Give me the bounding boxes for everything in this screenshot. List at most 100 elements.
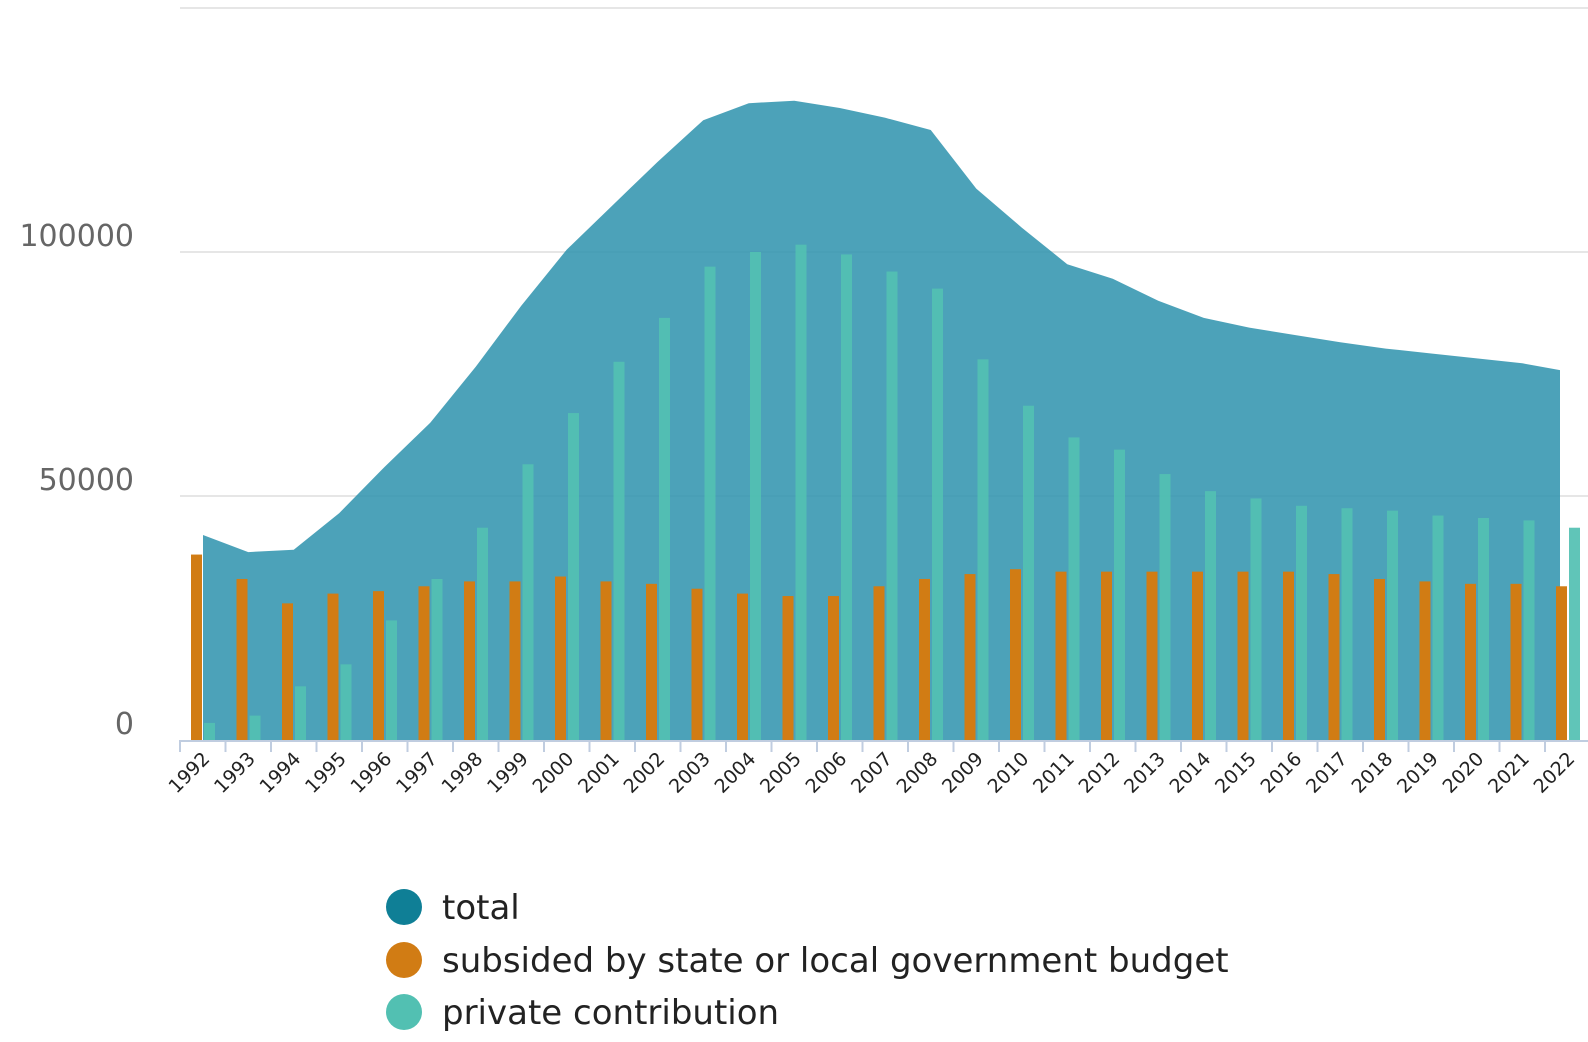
bar-private-2007[interactable] (886, 271, 898, 740)
legend-item-total[interactable]: total (386, 888, 520, 928)
x-tick-label: 1998 (438, 748, 488, 798)
bar-subsided-2014[interactable] (1192, 571, 1203, 740)
bar-subsided-2019[interactable] (1419, 581, 1431, 740)
x-tick-label: 2020 (1439, 748, 1489, 798)
bar-subsided-1994[interactable] (282, 603, 293, 740)
bar-private-2011[interactable] (1068, 437, 1080, 740)
x-tick-label: 1995 (301, 748, 351, 798)
bar-private-2004[interactable] (750, 252, 761, 740)
bar-subsided-2022[interactable] (1556, 586, 1567, 740)
x-tick-label: 2007 (847, 748, 897, 798)
bar-subsided-1995[interactable] (327, 593, 339, 740)
bar-subsided-2000[interactable] (555, 576, 566, 740)
bar-subsided-1996[interactable] (373, 591, 384, 740)
bar-private-2006[interactable] (841, 254, 852, 740)
bar-private-2020[interactable] (1478, 517, 1489, 740)
bar-private-2000[interactable] (568, 413, 579, 740)
x-tick-label: 2013 (1120, 748, 1170, 798)
bar-private-2022[interactable] (1569, 527, 1580, 740)
bar-subsided-2015[interactable] (1237, 571, 1249, 740)
x-tick-label: 2006 (802, 748, 852, 798)
bar-private-2008[interactable] (932, 288, 943, 740)
x-tick-label: 2019 (1393, 748, 1443, 798)
bar-subsided-2012[interactable] (1101, 571, 1112, 740)
bar-subsided-2017[interactable] (1328, 574, 1340, 740)
x-tick-label: 1992 (165, 748, 215, 798)
bar-subsided-2020[interactable] (1465, 583, 1476, 740)
x-tick-label: 2003 (665, 748, 715, 798)
bar-private-2001[interactable] (613, 361, 625, 740)
bar-private-1994[interactable] (295, 686, 306, 740)
bar-subsided-2010[interactable] (1010, 569, 1021, 740)
x-tick-label: 2017 (1302, 748, 1352, 798)
bar-private-1995[interactable] (340, 664, 352, 740)
y-axis-labels: 0 50000 100000 (19, 219, 134, 742)
bar-subsided-1993[interactable] (236, 578, 248, 740)
x-tick-label: 1999 (483, 748, 533, 798)
bar-subsided-2008[interactable] (919, 578, 930, 740)
x-tick-label: 2012 (1075, 748, 1125, 798)
x-tick-label: 2005 (756, 748, 806, 798)
x-tick-label: 2016 (1257, 748, 1307, 798)
bar-subsided-2007[interactable] (873, 586, 885, 740)
bar-private-2009[interactable] (977, 359, 989, 740)
x-tick-label: 1994 (256, 748, 306, 798)
bar-subsided-2005[interactable] (782, 596, 794, 740)
bar-private-2021[interactable] (1523, 520, 1535, 740)
x-tick-label: 2022 (1530, 748, 1580, 798)
bar-subsided-2006[interactable] (828, 596, 839, 740)
y-tick-label: 50000 (39, 463, 134, 498)
bar-subsided-2021[interactable] (1510, 583, 1522, 740)
legend: total subsided by state or local governm… (386, 888, 1229, 1033)
bar-private-2016[interactable] (1296, 505, 1307, 740)
x-axis-labels: 1992199319941995199619971998199920002001… (165, 748, 1580, 798)
bar-subsided-2002[interactable] (646, 583, 657, 740)
bar-private-1998[interactable] (477, 527, 488, 740)
total-area-shape (203, 100, 1560, 740)
bar-private-2005[interactable] (795, 244, 807, 740)
bar-private-2012[interactable] (1114, 449, 1125, 740)
bar-subsided-2016[interactable] (1283, 571, 1294, 740)
bar-private-2002[interactable] (659, 317, 670, 740)
bar-subsided-2009[interactable] (964, 574, 976, 740)
bar-private-1999[interactable] (522, 464, 534, 740)
legend-item-subsided[interactable]: subsided by state or local government bu… (386, 941, 1229, 981)
x-tick-label: 2021 (1484, 748, 1534, 798)
bar-private-2015[interactable] (1250, 498, 1262, 740)
bar-subsided-2001[interactable] (600, 581, 612, 740)
bar-private-2010[interactable] (1023, 405, 1034, 740)
bar-private-1997[interactable] (431, 578, 443, 740)
total-area (203, 100, 1560, 740)
x-tick-label: 1997 (392, 748, 442, 798)
bar-private-1993[interactable] (249, 715, 261, 740)
x-tick-label: 2002 (620, 748, 670, 798)
x-tick-label: 2011 (1029, 748, 1079, 798)
bar-subsided-2003[interactable] (691, 588, 703, 740)
bar-subsided-1992[interactable] (191, 554, 202, 740)
x-tick-label: 1993 (210, 748, 260, 798)
bar-subsided-1998[interactable] (464, 581, 475, 740)
bar-private-2013[interactable] (1159, 474, 1171, 740)
bar-subsided-2011[interactable] (1055, 571, 1067, 740)
bar-private-2003[interactable] (704, 266, 716, 740)
bar-private-2017[interactable] (1341, 508, 1353, 740)
bar-private-2019[interactable] (1432, 515, 1444, 740)
bar-subsided-2018[interactable] (1374, 578, 1385, 740)
legend-marker-total (386, 889, 422, 925)
x-tick-label: 2010 (984, 748, 1034, 798)
bar-subsided-2004[interactable] (737, 593, 748, 740)
bar-private-1996[interactable] (386, 620, 397, 740)
legend-label-private: private contribution (442, 993, 779, 1033)
y-tick-label: 100000 (19, 219, 134, 254)
bar-private-2014[interactable] (1205, 491, 1216, 740)
bar-subsided-1997[interactable] (418, 586, 430, 740)
legend-item-private[interactable]: private contribution (386, 993, 779, 1033)
bar-private-2018[interactable] (1387, 510, 1398, 740)
bar-private-1992[interactable] (204, 722, 215, 740)
x-tick-label: 2004 (711, 748, 761, 798)
bar-subsided-2013[interactable] (1146, 571, 1158, 740)
bar-subsided-1999[interactable] (509, 581, 521, 740)
legend-label-total: total (442, 888, 520, 928)
x-tick-label: 2015 (1211, 748, 1261, 798)
